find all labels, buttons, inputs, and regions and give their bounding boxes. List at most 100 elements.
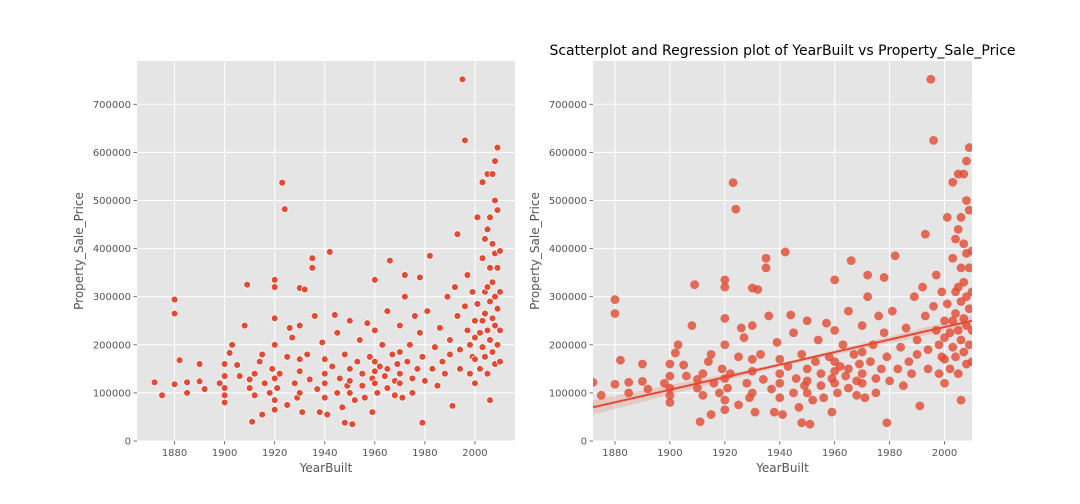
chart-1-y-tick-label: 200000 — [93, 340, 131, 351]
chart-1-data-point — [386, 256, 394, 265]
chart-1-data-point — [416, 273, 424, 282]
chart-2-data-point — [780, 247, 790, 257]
chart-1-data-point — [383, 307, 392, 315]
chart-2-y-tick-label: 400000 — [549, 244, 587, 255]
chart-1-data-point — [220, 372, 229, 380]
chart-1-plot-area — [150, 75, 504, 428]
chart-2-confidence-band — [593, 315, 972, 415]
chart-1-data-point — [315, 408, 324, 416]
chart-1-data-point — [461, 302, 469, 311]
chart-1-data-point — [243, 280, 251, 289]
chart-1-data-point — [486, 336, 494, 344]
chart-2-data-point — [736, 323, 746, 333]
chart-2-data-point — [920, 229, 930, 239]
chart-1-data-point — [268, 365, 276, 373]
chart-1-data-point — [245, 375, 254, 384]
chart-1-y-tick-label: 400000 — [93, 244, 131, 255]
chart-1-data-point — [493, 304, 502, 313]
chart-1-data-point — [493, 341, 502, 349]
chart-2-data-point — [761, 253, 771, 263]
chart-2-data-point — [764, 311, 774, 321]
chart-2-data-point — [756, 350, 765, 359]
chart-2-data-point — [959, 347, 969, 357]
chart-2-data-point — [690, 280, 700, 290]
chart-1-data-point — [150, 378, 159, 387]
chart-1-data-point — [433, 381, 442, 390]
chart-2-data-point — [775, 378, 785, 388]
chart-1-data-point — [195, 377, 204, 386]
chart-1-data-point — [493, 206, 502, 214]
chart-2-data-point — [805, 419, 815, 429]
chart-2-x-tick-label: 1940 — [767, 448, 792, 459]
chart-2-data-point — [775, 354, 785, 364]
chart-2-data-point — [844, 383, 853, 393]
chart-2-data-point — [887, 306, 897, 316]
chart-2-data-point — [940, 378, 949, 388]
chart-1-data-point — [361, 393, 369, 402]
chart-1-data-point — [463, 271, 472, 279]
chart-2-data-point — [885, 376, 895, 386]
chart-1-data-point — [308, 254, 316, 262]
chart-2-data-point — [692, 383, 702, 393]
chart-1-y-tick-label: 500000 — [93, 196, 131, 207]
chart-1-data-point — [408, 389, 417, 397]
chart-2-data-point — [923, 345, 933, 355]
chart-2-x-tick-label: 1880 — [602, 448, 627, 459]
chart-2-data-point — [857, 378, 867, 388]
chart-2-data-point — [953, 325, 963, 335]
chart-1-data-point — [421, 377, 429, 385]
chart-2-data-point — [959, 239, 969, 249]
chart-2-data-point — [616, 355, 625, 365]
chart-2-data-point — [830, 325, 840, 335]
chart-2-data-point — [714, 388, 724, 398]
chart-1-data-point — [328, 362, 337, 371]
chart-2-y-tick-label: 500000 — [549, 196, 587, 207]
chart-2-data-point — [797, 418, 807, 428]
chart-2-data-point — [681, 371, 691, 381]
chart-1-y-tick-label: 0 — [125, 437, 131, 448]
chart-2-y-axis-label: Property_Sale_Price — [528, 192, 542, 310]
chart-1-data-point — [418, 418, 427, 427]
chart-1-data-point — [170, 380, 179, 388]
chart-1-data-point — [245, 384, 254, 392]
chart-1-data-point — [448, 402, 457, 410]
chart-1-data-point — [483, 225, 492, 234]
chart-1-data-point — [483, 283, 492, 291]
chart-2-y-tick-label: 700000 — [549, 100, 587, 111]
chart-1-data-point — [486, 396, 494, 404]
chart-1-data-point — [491, 321, 499, 330]
chart-2-data-point — [964, 304, 972, 314]
chart-2-data-point — [962, 156, 971, 166]
chart-1-data-point — [478, 316, 487, 325]
chart-1-data-point — [183, 389, 191, 397]
chart-1-data-point — [473, 300, 482, 308]
chart-1-data-point — [396, 348, 404, 356]
chart-1-data-point — [486, 297, 494, 306]
chart-2-data-point — [967, 246, 972, 256]
chart-2-data-point — [937, 287, 947, 297]
chart-1-data-point — [310, 312, 319, 320]
chart-2-data-point — [778, 410, 787, 419]
chart-1-data-point — [258, 410, 266, 419]
chart-2-data-point — [775, 369, 785, 379]
chart-1-data-point — [270, 314, 279, 323]
chart-2-data-point — [896, 342, 905, 352]
chart-2-data-point — [942, 212, 952, 222]
chart-1-data-point — [491, 157, 499, 165]
chart-2-data-point — [822, 318, 831, 328]
chart-2-data-point — [948, 316, 958, 326]
chart-2-data-point — [723, 383, 732, 393]
chart-1-data-point — [320, 355, 329, 363]
chart-2-data-point — [901, 323, 911, 333]
chart-2-regression-line — [593, 319, 972, 409]
chart-1-data-point — [496, 326, 504, 335]
chart-1-data-point — [488, 170, 497, 178]
chart-2-data-point — [720, 313, 730, 323]
chart-1-data-point — [215, 379, 224, 388]
chart-2-data-point — [833, 388, 842, 398]
chart-2-data-point — [789, 328, 798, 338]
chart-1-data-point — [346, 377, 354, 385]
chart-1-data-point — [481, 235, 489, 243]
chart-1-data-point — [331, 311, 339, 319]
chart-2-data-point — [953, 224, 963, 234]
